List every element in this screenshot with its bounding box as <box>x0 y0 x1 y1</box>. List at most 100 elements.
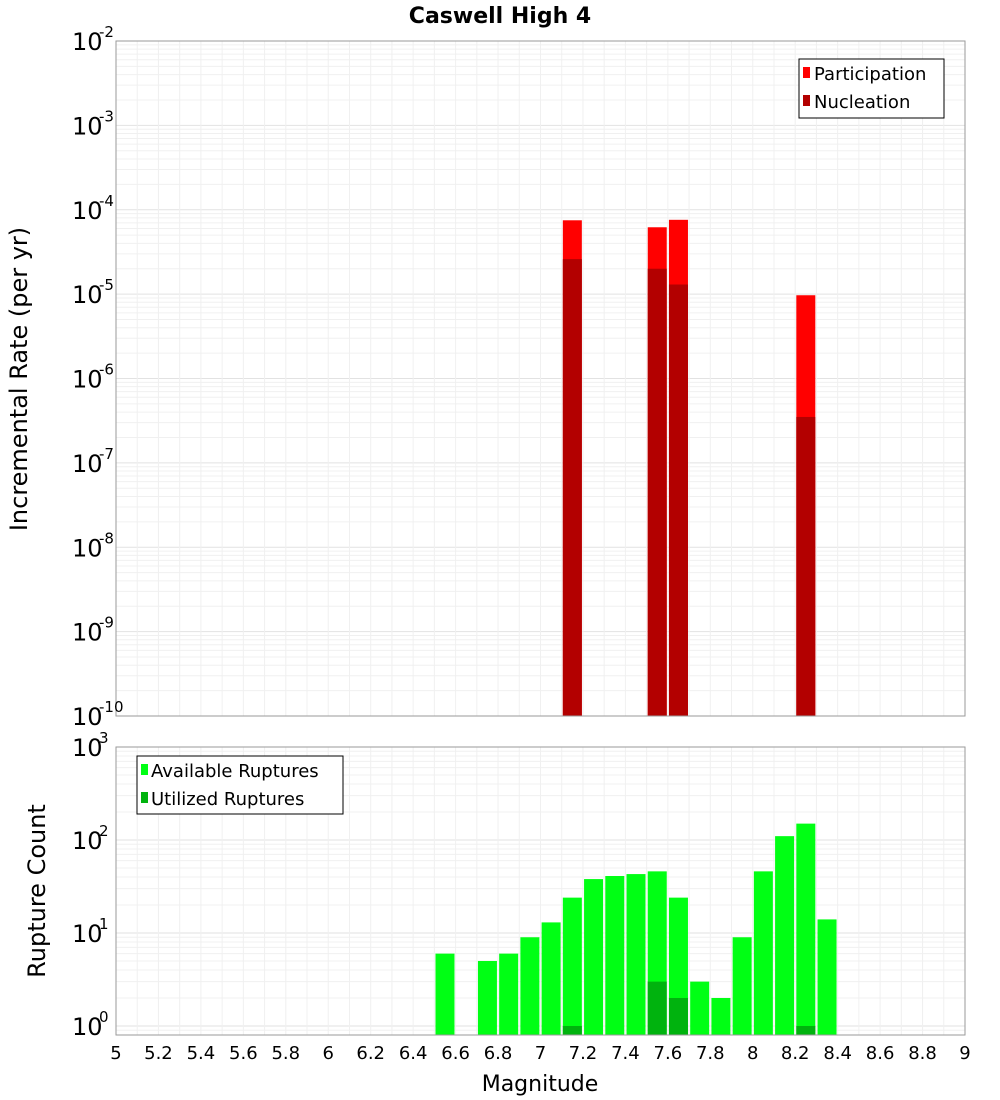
rate-y-axis-label: Incremental Rate (per yr) <box>5 227 33 531</box>
svg-text:10: 10 <box>72 534 103 562</box>
svg-text:10: 10 <box>72 450 103 478</box>
available-legend-swatch <box>141 764 148 775</box>
nucleation-bar <box>668 284 688 716</box>
rate-y-ticks: 10-210-310-410-510-610-710-810-910-10 <box>72 23 124 731</box>
svg-text:-2: -2 <box>99 23 114 41</box>
y-tick-label: 102 <box>72 822 109 855</box>
svg-text:-3: -3 <box>99 107 114 125</box>
svg-text:10: 10 <box>72 920 103 948</box>
svg-text:10: 10 <box>72 197 103 225</box>
available-ruptures-bar <box>562 897 582 1035</box>
utilized-legend-swatch <box>141 792 148 803</box>
nucleation-legend-swatch <box>803 95 810 106</box>
available-ruptures-bar <box>477 960 497 1035</box>
y-tick-label: 100 <box>72 1008 109 1041</box>
available-ruptures-bar <box>499 953 519 1035</box>
available-ruptures-bar <box>541 922 561 1035</box>
y-tick-label: 10-4 <box>72 192 114 225</box>
svg-text:10: 10 <box>72 28 103 56</box>
svg-text:10: 10 <box>72 1013 103 1041</box>
nucleation-bar <box>796 416 816 716</box>
nucleation-bar <box>562 259 582 716</box>
svg-text:0: 0 <box>99 1008 109 1026</box>
svg-text:10: 10 <box>72 827 103 855</box>
svg-text:10: 10 <box>72 366 103 394</box>
y-tick-label: 10-7 <box>72 445 114 478</box>
svg-text:-6: -6 <box>99 361 114 379</box>
x-tick-label: 6.6 <box>441 1043 470 1064</box>
available-ruptures-bar <box>584 879 604 1035</box>
available-ruptures-bar <box>753 871 773 1035</box>
x-tick-label: 8.4 <box>823 1043 852 1064</box>
rate-legend-box <box>798 58 945 119</box>
y-tick-label: 10-5 <box>72 276 114 309</box>
available-ruptures-bar <box>626 874 646 1035</box>
rate-bars <box>562 219 816 717</box>
x-tick-label: 7 <box>535 1043 546 1064</box>
x-tick-label: 8.8 <box>908 1043 937 1064</box>
x-tick-label: 9 <box>959 1043 970 1064</box>
available-ruptures-bar <box>435 953 455 1035</box>
chart-title: Caswell High 4 <box>409 4 591 29</box>
x-tick-label: 8.2 <box>781 1043 810 1064</box>
utilized-ruptures-bar <box>647 981 667 1035</box>
count-bars <box>435 823 837 1035</box>
x-tick-label: 8.6 <box>866 1043 895 1064</box>
y-tick-label: 10-10 <box>72 698 124 731</box>
x-tick-label: 5.2 <box>144 1043 173 1064</box>
x-tick-label: 5.8 <box>271 1043 300 1064</box>
x-tick-label: 7.2 <box>569 1043 598 1064</box>
svg-text:3: 3 <box>99 729 109 747</box>
available-ruptures-bar <box>520 937 540 1035</box>
x-tick-label: 6.8 <box>484 1043 513 1064</box>
svg-text:2: 2 <box>99 822 109 840</box>
count-legend: Available Ruptures Utilized Ruptures <box>136 755 344 815</box>
magnitude-x-axis-label: Magnitude <box>482 1072 599 1097</box>
x-tick-label: 5 <box>110 1043 121 1064</box>
count-legend-box <box>136 755 344 815</box>
y-tick-label: 10-6 <box>72 361 114 394</box>
magnitude-x-ticks: 5 5.2 5.4 5.6 5.8 6 6.2 6.4 6.6 6.8 7 7.2 7.4 7.6 7.8 8… <box>110 1043 970 1064</box>
participation-legend-swatch <box>803 67 810 78</box>
x-tick-label: 5.4 <box>187 1043 216 1064</box>
rate-grid <box>115 41 966 717</box>
x-tick-label: 7.4 <box>611 1043 640 1064</box>
utilized-ruptures-bar <box>668 997 688 1035</box>
available-legend-label: Available Ruptures <box>151 761 319 782</box>
nucleation-legend-label: Nucleation <box>814 92 910 113</box>
y-tick-label: 10-8 <box>72 529 114 562</box>
y-tick-label: 103 <box>72 729 109 762</box>
y-tick-label: 10-2 <box>72 23 114 56</box>
svg-text:-9: -9 <box>99 614 114 632</box>
svg-text:-10: -10 <box>99 698 124 716</box>
available-ruptures-bar <box>711 997 731 1035</box>
x-tick-label: 6 <box>323 1043 334 1064</box>
available-ruptures-bar <box>817 919 837 1035</box>
available-ruptures-bar <box>732 937 752 1035</box>
svg-text:-7: -7 <box>99 445 114 463</box>
count-plot-frame <box>115 746 966 1036</box>
rate-legend: Participation Nucleation <box>798 58 945 119</box>
count-y-axis-label: Rupture Count <box>23 804 51 978</box>
svg-text:-8: -8 <box>99 529 114 547</box>
svg-text:10: 10 <box>72 734 103 762</box>
available-ruptures-bar <box>796 823 816 1035</box>
x-tick-label: 5.6 <box>229 1043 258 1064</box>
y-tick-label: 10-9 <box>72 614 114 647</box>
svg-text:10: 10 <box>72 619 103 647</box>
svg-text:-5: -5 <box>99 276 114 294</box>
rate-plot-frame <box>115 40 966 717</box>
y-tick-label: 10-3 <box>72 107 114 140</box>
svg-text:1: 1 <box>99 915 109 933</box>
rate-panel: 10-210-310-410-510-610-710-810-910-10 In… <box>5 23 966 731</box>
x-tick-label: 7.8 <box>696 1043 725 1064</box>
y-tick-label: 101 <box>72 915 109 948</box>
nucleation-bar <box>647 268 667 716</box>
participation-legend-label: Participation <box>814 64 926 85</box>
x-tick-label: 7.6 <box>654 1043 683 1064</box>
available-ruptures-bar <box>775 836 795 1035</box>
x-tick-label: 6.2 <box>356 1043 385 1064</box>
